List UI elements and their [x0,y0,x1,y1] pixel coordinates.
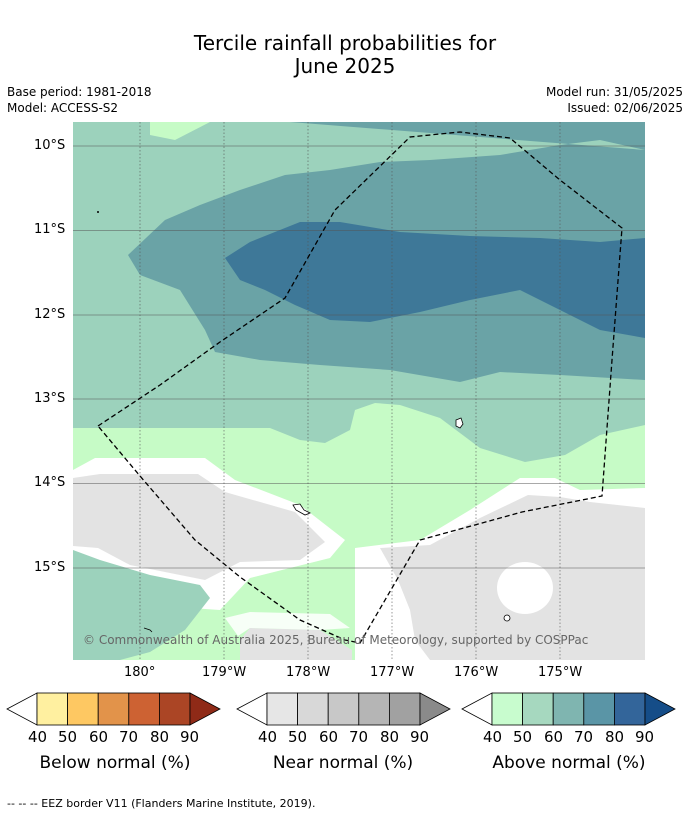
eez-footnote: -- -- -- EEZ border V11 (Flanders Marine… [7,797,316,810]
eez-border [97,131,623,644]
cb-below-tick-90: 90 [180,728,200,746]
colorbar-below-swatch-70 [128,692,160,726]
near-normal-south [240,628,352,660]
colorbar-near-label: Near normal (%) [272,753,414,773]
colorbar-below-swatch-60 [97,692,130,726]
colorbar-near-swatch-40 [266,692,299,726]
cb-above-tick-70: 70 [574,728,594,746]
colorbar-below-swatch-40 [36,692,69,726]
colorbar-below-low-arrow [6,692,38,726]
cb-below-tick-60: 60 [89,728,109,746]
white-pocket [497,562,553,614]
near-normal-south-halo [225,612,350,636]
colorbar-above [461,692,676,726]
lon-label-179w: 179°W [202,665,247,680]
lon-label-177w: 177°W [370,665,415,680]
lon-label-178w: 178°W [286,665,331,680]
cb-near-tick-90: 90 [410,728,430,746]
colorbar-below-high-arrow [189,692,221,726]
colorbar-near-high-arrow [419,692,451,726]
cb-below-tick-70: 70 [119,728,139,746]
above-80-region [225,222,645,338]
lat-label-12s: 12°S [34,307,66,322]
colorbar-below-label: Below normal (%) [39,753,191,773]
probability-fields [73,122,645,660]
cb-near-tick-70: 70 [349,728,369,746]
colorbar-below [6,692,221,726]
near-normal-regions [73,458,645,660]
island-sw [143,627,153,633]
island-nw [97,211,99,213]
colorbar-above-swatch-70 [583,692,615,726]
lat-label-11s: 11°S [34,222,66,237]
colorbar-near [236,692,451,726]
meta-right: Model run: 31/05/2025 Issued: 02/06/2025 [546,84,683,116]
colorbar-near-swatch-50 [297,692,329,726]
colorbar-above-swatch-80 [614,692,646,726]
island-south [503,614,511,622]
above-50-notch [150,122,210,140]
near-normal-region-west-core [73,474,325,580]
colorbar-above-swatch-50 [522,692,554,726]
map-title-line2: June 2025 [294,54,396,78]
lat-label-14s: 14°S [34,475,66,490]
colorbars [6,692,676,726]
cb-above-tick-90: 90 [635,728,655,746]
map-title: Tercile rainfall probabilities for June … [0,32,690,78]
cb-near-tick-80: 80 [380,728,400,746]
island-east [455,417,464,429]
colorbar-above-high-arrow [644,692,676,726]
cb-below-tick-50: 50 [58,728,78,746]
colorbar-near-low-arrow [236,692,268,726]
issued-text: Issued: 02/06/2025 [567,101,683,115]
lon-label-180: 180° [124,665,156,680]
map-title-line1: Tercile rainfall probabilities for [193,31,497,55]
lat-label-15s: 15°S [34,560,66,575]
cb-near-tick-40: 40 [258,728,278,746]
colorbar-above-swatch-60 [552,692,585,726]
copyright-text: © Commonwealth of Australia 2025, Bureau… [83,633,589,647]
lon-label-175w: 175°W [538,665,583,680]
colorbar-below-swatch-80 [158,692,191,726]
base-period-text: Base period: 1981-2018 [7,85,152,99]
island-west [292,503,311,516]
cb-near-tick-50: 50 [288,728,308,746]
cb-above-tick-40: 40 [483,728,503,746]
lat-label-13s: 13°S [34,391,66,406]
above-60-region-sw [73,550,210,660]
cb-above-tick-80: 80 [605,728,625,746]
lat-label-10s: 10°S [34,138,66,153]
cb-above-tick-60: 60 [544,728,564,746]
colorbar-near-swatch-70 [358,692,390,726]
cb-near-tick-60: 60 [319,728,339,746]
colorbar-above-label: Above normal (%) [492,753,646,773]
cb-below-tick-80: 80 [150,728,170,746]
colorbar-near-swatch-80 [388,692,421,726]
colorbar-above-swatch-40 [491,692,524,726]
lon-label-176w: 176°W [454,665,499,680]
grid-lines [73,122,645,660]
meta-left: Base period: 1981-2018 Model: ACCESS-S2 [7,84,152,116]
colorbar-below-swatch-50 [67,692,99,726]
cb-above-tick-50: 50 [513,728,533,746]
colorbar-above-low-arrow [461,692,493,726]
colorbar-near-swatch-60 [327,692,360,726]
cb-below-tick-40: 40 [28,728,48,746]
model-run-text: Model run: 31/05/2025 [545,85,683,99]
model-text: Model: ACCESS-S2 [7,101,119,115]
